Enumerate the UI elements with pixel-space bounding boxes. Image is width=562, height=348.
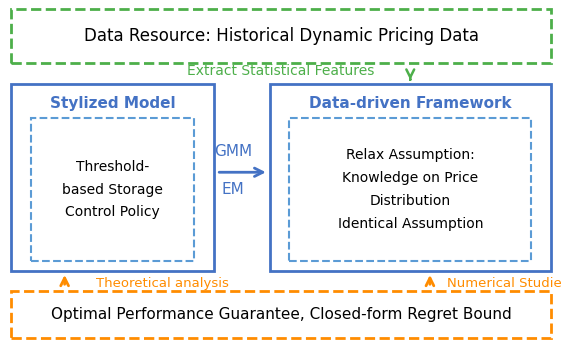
Text: Data Resource: Historical Dynamic Pricing Data: Data Resource: Historical Dynamic Pricin… <box>84 27 478 45</box>
FancyBboxPatch shape <box>270 84 551 271</box>
Text: Relax Assumption:
Knowledge on Price
Distribution
Identical Assumption: Relax Assumption: Knowledge on Price Dis… <box>338 149 483 231</box>
FancyBboxPatch shape <box>11 84 214 271</box>
FancyBboxPatch shape <box>11 9 551 63</box>
Text: Stylized Model: Stylized Model <box>49 96 175 111</box>
FancyBboxPatch shape <box>31 118 194 261</box>
Text: Threshold-
based Storage
Control Policy: Threshold- based Storage Control Policy <box>62 160 163 220</box>
Text: Numerical Studies: Numerical Studies <box>447 277 562 290</box>
Text: Data-driven Framework: Data-driven Framework <box>309 96 511 111</box>
Text: Theoretical analysis: Theoretical analysis <box>96 277 228 290</box>
Text: Extract Statistical Features: Extract Statistical Features <box>187 64 375 78</box>
FancyBboxPatch shape <box>289 118 531 261</box>
Text: GMM: GMM <box>214 144 252 159</box>
FancyBboxPatch shape <box>11 291 551 338</box>
Text: EM: EM <box>222 182 244 197</box>
Text: Optimal Performance Guarantee, Closed-form Regret Bound: Optimal Performance Guarantee, Closed-fo… <box>51 307 511 322</box>
